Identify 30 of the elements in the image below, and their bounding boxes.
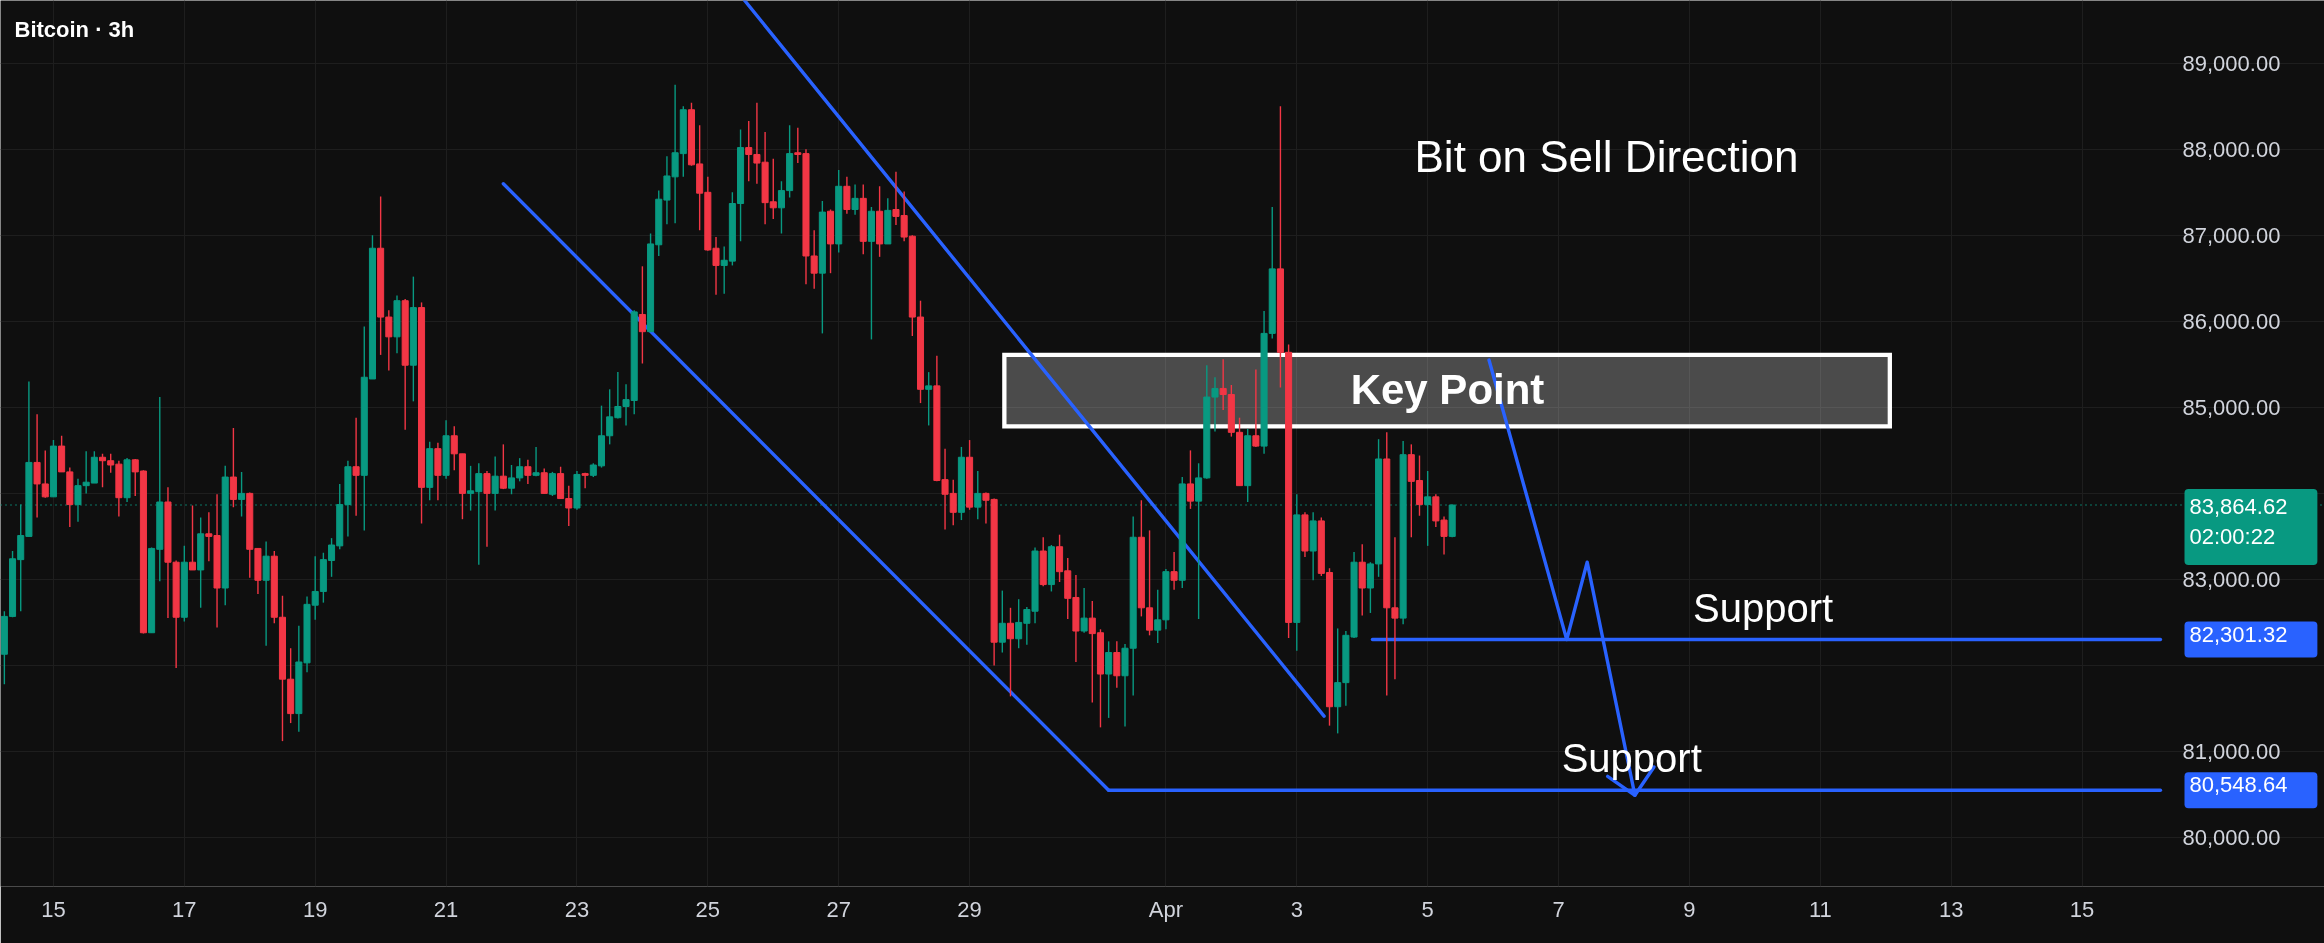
x-tick-label: 23 [564,896,590,922]
ref-line-label: 83,864.62 02:00:22 [2189,494,2288,550]
x-tick-label: 7 [1552,896,1565,922]
y-tick-label: 80,000.00 [2182,824,2281,850]
annotation: Bit on Sell Direction [1414,132,1799,181]
x-tick-label: Apr [1148,896,1184,922]
x-tick-label: 27 [826,896,851,922]
y-tick-label: 89,000.00 [2182,50,2281,76]
x-tick-label: 9 [1683,896,1696,922]
y-tick-label: 88,000.00 [2182,136,2281,162]
x-tick-label: 19 [302,896,328,922]
x-tick-label: 15 [2069,896,2095,922]
x-tick-label: 21 [433,896,459,922]
data-label: 80,548.64 [2189,772,2288,798]
data-label: 82,301.32 [2189,621,2288,647]
y-tick-label: 86,000.00 [2182,308,2281,334]
annotation: Support [1692,585,1834,630]
y-tick-label: 85,000.00 [2182,394,2281,420]
x-tick-label: 5 [1421,896,1434,922]
x-tick-label: 25 [695,896,721,922]
x-tick-label: 29 [957,896,982,922]
x-tick-label: 17 [172,896,197,922]
x-tick-label: 3 [1290,896,1303,922]
x-tick-label: 11 [1808,896,1832,922]
text: Bitcoin · 3h [14,16,135,42]
x-tick-label: 13 [1938,896,1964,922]
x-tick-label: 15 [41,896,66,922]
y-tick-label: 83,000.00 [2182,566,2281,592]
y-tick-label: 81,000.00 [2182,738,2281,764]
y-tick-label: 87,000.00 [2182,222,2281,248]
